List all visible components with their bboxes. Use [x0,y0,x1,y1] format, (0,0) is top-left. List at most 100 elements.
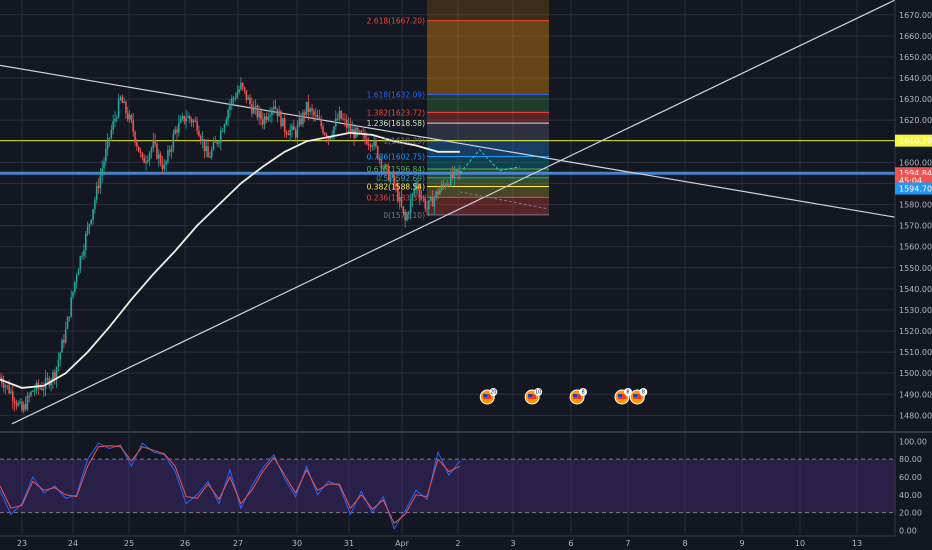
candle-body [57,359,60,367]
candle-body [143,157,145,164]
time-tick-label: 2 [455,539,460,548]
candle-body [453,170,456,178]
candle-body [382,168,385,170]
candle-body [139,151,142,153]
candle-body [274,106,277,109]
fib-level-label: 0.786(1602.75) [367,153,425,162]
candle-body [32,390,34,392]
candle-body [84,233,87,251]
time-tick-label: 13 [852,539,862,548]
candle-body [263,116,266,125]
event-marker[interactable]: 20 [479,388,498,405]
candle-body [340,110,343,119]
candle-body [179,118,182,123]
candle-body [4,385,7,388]
candle-body [336,118,339,120]
candle-body [322,126,324,134]
candle-body [283,118,286,133]
candle-body [43,388,45,390]
fib-zone [427,20,549,95]
candle-body [366,138,368,145]
candle-body [249,97,251,105]
candle-body [428,200,430,210]
candle-body [400,196,403,207]
candle-body [132,120,135,132]
candle-body [384,164,386,169]
candle-body [101,168,103,176]
candle-body [313,111,315,116]
candle-body [457,170,459,173]
oscillator-tick-label: 100.00 [899,437,927,446]
candle-body [196,120,198,131]
candle-body [26,395,29,410]
candle-body [424,198,427,209]
candle-body [116,117,118,119]
event-badge [489,388,498,396]
candle-body [311,108,313,112]
candle-body [72,291,74,298]
candle-body [240,82,242,90]
fib-level-label: 1.382(1623.72) [367,108,425,117]
candle-body [90,219,93,224]
candle-body [444,184,447,187]
oscillator-line [0,442,461,530]
price-tick-label: 1580.00 [899,201,932,210]
candle-body [437,191,439,195]
candle-body [22,404,25,411]
candle-body [360,130,363,134]
candle-body [110,130,113,138]
candle-body [15,403,18,406]
candle-body [108,137,111,139]
candle-body [21,401,23,411]
candle-body [99,175,102,189]
candle-body [97,186,100,189]
candle-body [125,101,127,114]
candle-body [446,184,448,187]
projection-path [459,148,521,174]
candle-body [345,119,348,128]
candle-body [59,352,62,360]
event-markers[interactable]: 20 10 8 8 8 [479,388,648,405]
candle-body [44,377,47,389]
candle-body [103,161,105,169]
event-marker[interactable]: 8 [629,388,648,405]
trend-lines [0,0,896,425]
candle-body [278,111,281,117]
candle-body [221,130,224,132]
event-marker[interactable]: 8 [569,388,588,405]
candle-body [309,108,312,112]
fib-level-label: 0.236(1583.39) [367,193,425,202]
candle-body [6,385,9,387]
event-badge-count: 8 [626,390,629,396]
candle-body [232,98,235,100]
candle-body [455,170,458,172]
candle-body [130,115,133,121]
time-tick-label: 7 [625,539,630,548]
event-marker[interactable]: 10 [524,388,543,405]
candle-body [333,126,335,136]
candle-body [189,115,191,120]
candle-body [94,199,96,210]
oscillator-band [0,459,895,513]
ascending-trendline [11,0,896,425]
candle-body [238,89,240,93]
candle-body [451,172,454,178]
candle-body [442,184,445,186]
candle-body [459,171,461,173]
projection-arrows [459,148,548,210]
price-tick-label: 1670.00 [899,11,932,20]
moving-average [0,131,460,389]
candle-body [413,189,416,194]
candle-body [19,401,21,403]
event-badge [623,388,632,396]
candle-body [212,141,215,150]
candle-body [163,164,166,170]
candle-body [251,104,253,114]
candle-body [145,161,147,164]
candles [0,77,461,414]
candle-body [395,183,397,187]
candle-body [406,214,408,221]
event-marker[interactable]: 8 [614,388,632,405]
